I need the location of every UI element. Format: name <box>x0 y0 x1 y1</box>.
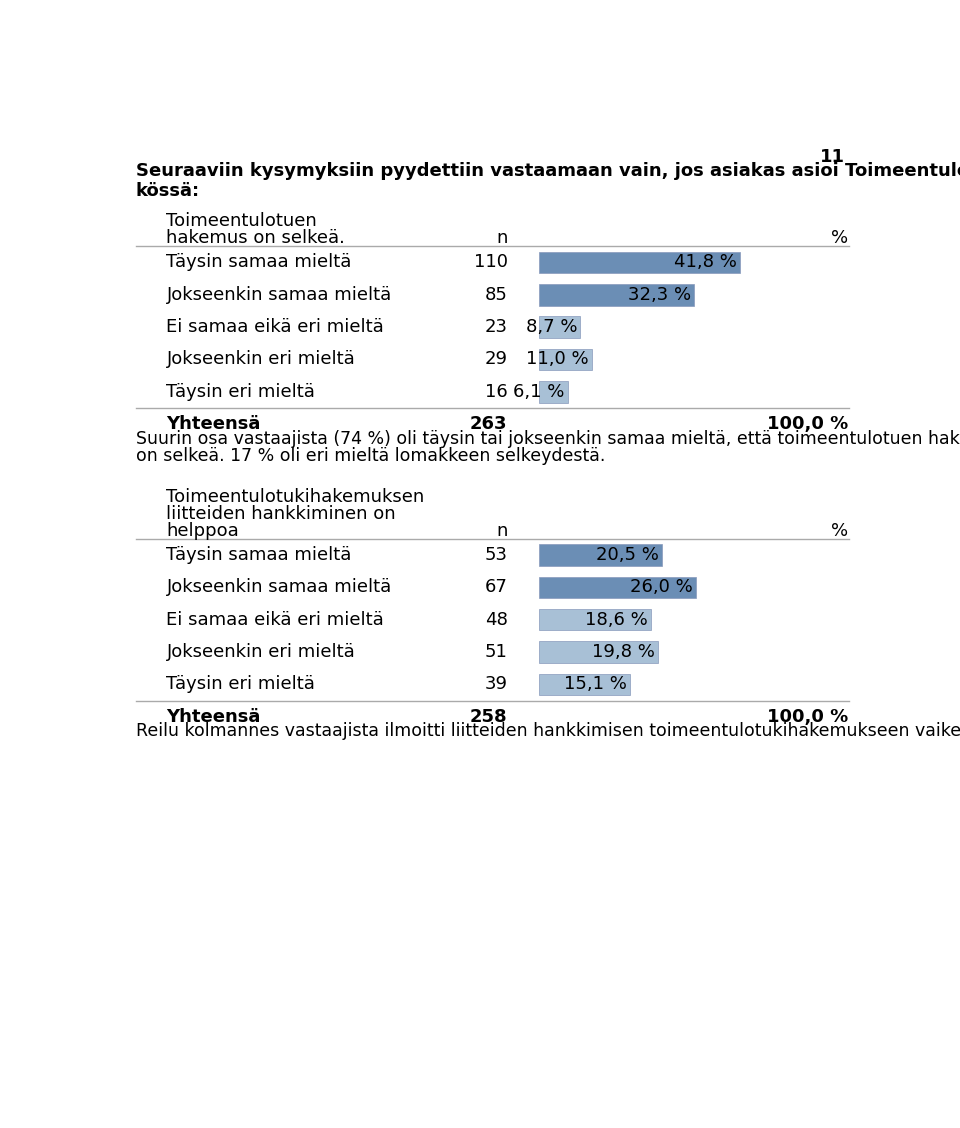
Text: liitteiden hankkiminen on: liitteiden hankkiminen on <box>166 505 396 523</box>
Text: Seuraaviin kysymyksiin pyydettiin vastaamaan vain, jos asiakas asioi Toimeentulo: Seuraaviin kysymyksiin pyydettiin vastaa… <box>135 162 960 180</box>
Text: on selkeä. 17 % oli eri mieltä lomakkeen selkeydestä.: on selkeä. 17 % oli eri mieltä lomakkeen… <box>135 447 605 465</box>
Bar <box>539 284 694 306</box>
Text: Jokseenkin eri mieltä: Jokseenkin eri mieltä <box>166 351 355 369</box>
Bar <box>539 576 696 598</box>
Text: 8,7 %: 8,7 % <box>526 318 577 336</box>
Text: Täysin eri mieltä: Täysin eri mieltä <box>166 676 316 694</box>
Text: Jokseenkin eri mieltä: Jokseenkin eri mieltä <box>166 643 355 661</box>
Bar <box>539 316 581 338</box>
Text: Ei samaa eikä eri mieltä: Ei samaa eikä eri mieltä <box>166 610 384 628</box>
Bar <box>539 609 651 631</box>
Text: 100,0 %: 100,0 % <box>767 415 849 433</box>
Bar <box>539 349 591 370</box>
Bar <box>539 252 740 273</box>
Text: Täysin eri mieltä: Täysin eri mieltä <box>166 382 316 400</box>
Text: 258: 258 <box>469 707 508 725</box>
Text: 48: 48 <box>485 610 508 628</box>
Text: 110: 110 <box>473 254 508 272</box>
Text: Jokseenkin samaa mieltä: Jokseenkin samaa mieltä <box>166 579 392 597</box>
Text: Toimeentulotukihakemuksen: Toimeentulotukihakemuksen <box>166 488 424 506</box>
Text: 29: 29 <box>485 351 508 369</box>
Text: 85: 85 <box>485 285 508 303</box>
Text: 19,8 %: 19,8 % <box>592 643 655 661</box>
Text: hakemus on selkeä.: hakemus on selkeä. <box>166 229 346 247</box>
Text: Täysin samaa mieltä: Täysin samaa mieltä <box>166 546 352 564</box>
Text: 41,8 %: 41,8 % <box>674 254 737 272</box>
Bar <box>539 544 662 566</box>
Text: 18,6 %: 18,6 % <box>585 610 648 628</box>
Text: Suurin osa vastaajista (74 %) oli täysin tai jokseenkin samaa mieltä, että toime: Suurin osa vastaajista (74 %) oli täysin… <box>135 430 960 448</box>
Text: 26,0 %: 26,0 % <box>630 579 692 597</box>
Text: 67: 67 <box>485 579 508 597</box>
Text: helppoa: helppoa <box>166 522 239 540</box>
Text: 263: 263 <box>470 415 508 433</box>
Text: kössä:: kössä: <box>135 182 200 200</box>
Text: n: n <box>496 229 508 247</box>
Text: 39: 39 <box>485 676 508 694</box>
Text: Täysin samaa mieltä: Täysin samaa mieltä <box>166 254 352 272</box>
Text: Toimeentulotuen: Toimeentulotuen <box>166 212 317 230</box>
Text: Yhteensä: Yhteensä <box>166 415 261 433</box>
Text: Ei samaa eikä eri mieltä: Ei samaa eikä eri mieltä <box>166 318 384 336</box>
Text: %: % <box>831 522 849 540</box>
Text: 16: 16 <box>485 382 508 400</box>
Text: 51: 51 <box>485 643 508 661</box>
Bar <box>539 641 659 663</box>
Text: Reilu kolmannes vastaajista ilmoitti liitteiden hankkimisen toimeentulotukihakem: Reilu kolmannes vastaajista ilmoitti lii… <box>135 722 960 740</box>
Text: 53: 53 <box>485 546 508 564</box>
Text: 20,5 %: 20,5 % <box>596 546 660 564</box>
Text: 32,3 %: 32,3 % <box>628 285 691 303</box>
Text: Yhteensä: Yhteensä <box>166 707 261 725</box>
Text: n: n <box>496 522 508 540</box>
Text: %: % <box>831 229 849 247</box>
Bar <box>539 673 630 695</box>
Text: 100,0 %: 100,0 % <box>767 707 849 725</box>
Text: 11,0 %: 11,0 % <box>526 351 588 369</box>
Text: 23: 23 <box>485 318 508 336</box>
Text: Jokseenkin samaa mieltä: Jokseenkin samaa mieltä <box>166 285 392 303</box>
Text: 15,1 %: 15,1 % <box>564 676 627 694</box>
Text: 11: 11 <box>820 148 845 166</box>
Bar <box>539 381 568 403</box>
Text: 6,1 %: 6,1 % <box>514 382 564 400</box>
